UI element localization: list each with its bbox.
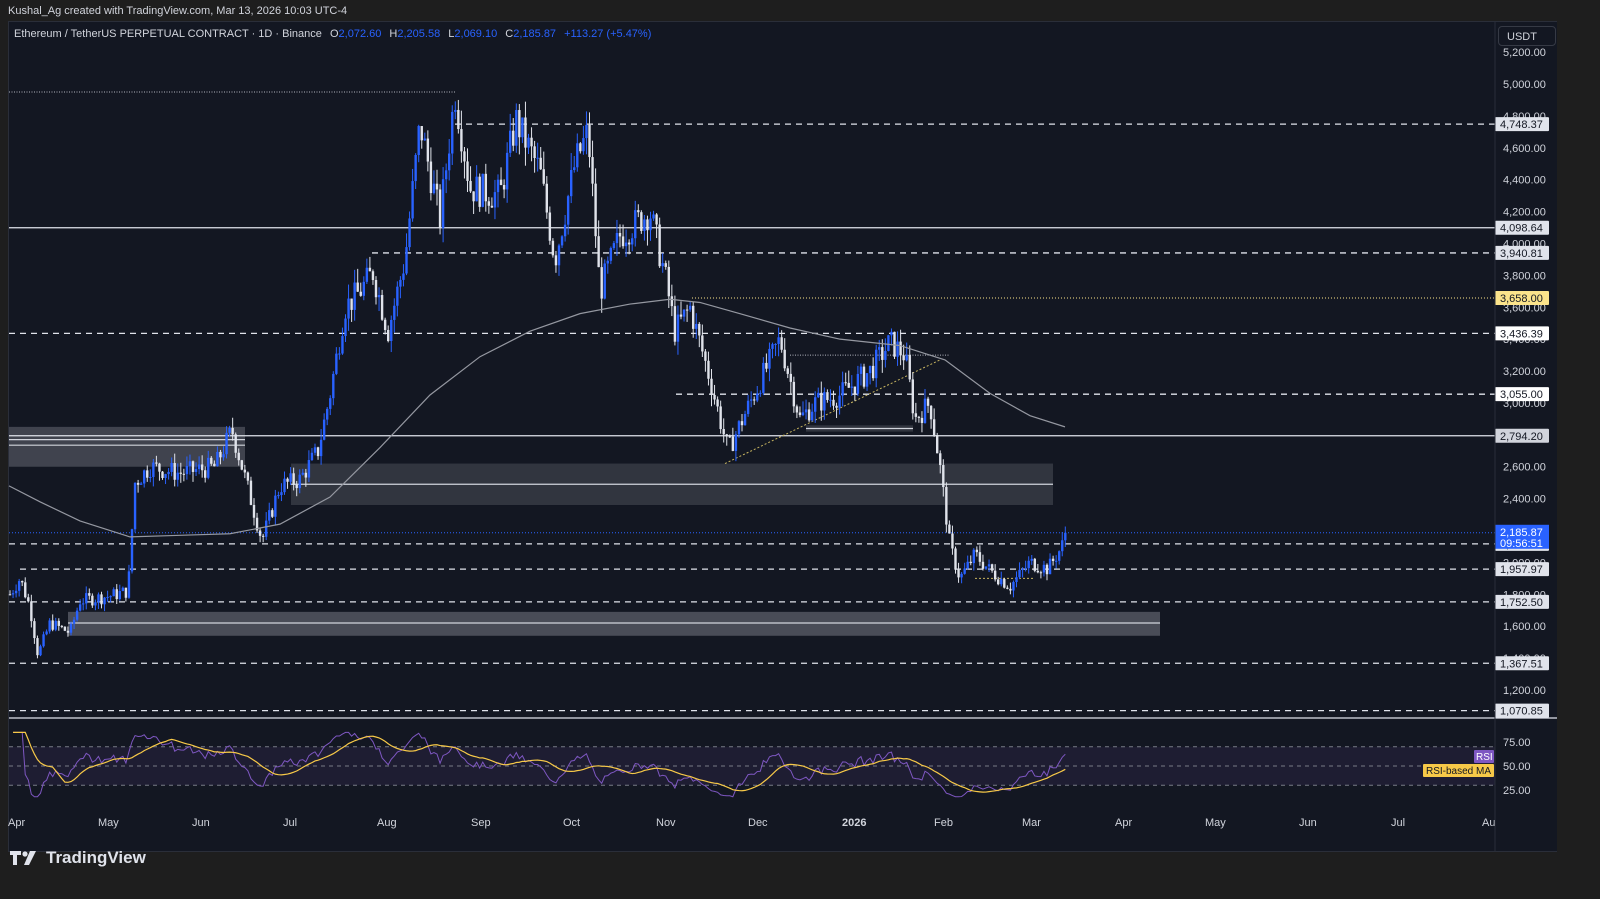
rsi-line	[13, 731, 1066, 798]
brand-name: TradingView	[46, 848, 146, 867]
svg-text:2,185.87: 2,185.87	[1500, 527, 1543, 539]
level-tag	[1495, 387, 1549, 402]
level-tag	[1495, 703, 1549, 718]
rsi-tick: 25.00	[1503, 785, 1531, 797]
moving-average-line	[8, 298, 1066, 538]
tradingview-logo-icon	[10, 851, 36, 865]
price-tick: 2,400.00	[1503, 494, 1546, 506]
svg-text:1,957.97: 1,957.97	[1500, 564, 1543, 576]
price-tick: 3,800.00	[1503, 270, 1546, 282]
price-tick: 2,600.00	[1503, 462, 1546, 474]
rsi-label	[1474, 750, 1494, 763]
close-value: 2,185.87	[513, 28, 557, 40]
rsi-tick: 50.00	[1503, 761, 1531, 773]
svg-text:3,436.39: 3,436.39	[1500, 328, 1543, 340]
svg-text:1,070.85: 1,070.85	[1500, 706, 1543, 718]
time-tick: Au	[1482, 817, 1495, 829]
symbol-title[interactable]: Ethereum / TetherUS PERPETUAL CONTRACT ·…	[14, 28, 322, 40]
price-tick: 4,600.00	[1503, 143, 1546, 155]
time-tick: Nov	[656, 817, 676, 829]
price-tick: 5,000.00	[1503, 79, 1546, 91]
time-tick: Apr	[1115, 817, 1132, 829]
currency-selector[interactable]: USDT	[1498, 26, 1556, 46]
price-tick: 4,200.00	[1503, 207, 1546, 219]
level-tag	[1495, 656, 1549, 671]
price-tick: 4,400.00	[1503, 175, 1546, 187]
bar-countdown: 09:56:51	[1500, 538, 1543, 550]
time-tick: Jul	[283, 817, 297, 829]
time-tick: Apr	[8, 817, 25, 829]
time-tick: Mar	[1022, 817, 1041, 829]
price-tick: 5,200.00	[1503, 47, 1546, 59]
level-tag	[1495, 562, 1549, 577]
low-value: 2,069.10	[454, 28, 498, 40]
level-tag	[1495, 291, 1549, 306]
rsi-ma-label	[1423, 764, 1494, 777]
level-tag	[1495, 594, 1549, 609]
time-tick: May	[1205, 817, 1226, 829]
svg-text:RSI: RSI	[1476, 752, 1493, 763]
time-tick: Feb	[934, 817, 953, 829]
level-tag	[1495, 117, 1549, 132]
price-tick: 3,600.00	[1503, 302, 1546, 314]
candles[interactable]	[8, 99, 1067, 659]
price-tick: 1,200.00	[1503, 685, 1546, 697]
price-tick: 3,200.00	[1503, 366, 1546, 378]
svg-text:RSI-based MA: RSI-based MA	[1426, 766, 1491, 777]
rsi-band	[9, 746, 1495, 786]
time-tick: May	[98, 817, 119, 829]
time-tick: Jul	[1391, 817, 1405, 829]
high-value: 2,205.58	[397, 28, 441, 40]
svg-text:4,748.37: 4,748.37	[1500, 119, 1543, 131]
time-tick: Oct	[563, 817, 580, 829]
svg-text:1,752.50: 1,752.50	[1500, 597, 1543, 609]
zone-0[interactable]	[9, 426, 245, 467]
time-tick: Jun	[192, 817, 210, 829]
chart-credit: Kushal_Ag created with TradingView.com, …	[8, 5, 348, 17]
svg-text:1,367.51: 1,367.51	[1500, 658, 1543, 670]
time-tick: Jun	[1299, 817, 1317, 829]
time-tick: Aug	[377, 817, 397, 829]
rsi-ma-line	[13, 731, 1066, 793]
level-tag	[1495, 220, 1549, 235]
level-tag	[1495, 326, 1549, 341]
level-tag	[1495, 245, 1549, 260]
svg-text:4,098.64: 4,098.64	[1500, 223, 1543, 235]
svg-text:3,940.81: 3,940.81	[1500, 248, 1543, 260]
scale-separator	[1557, 21, 1566, 852]
current-price-tag	[1495, 524, 1549, 549]
change-value: +113.27 (+5.47%)	[564, 28, 652, 40]
time-tick: Dec	[748, 817, 768, 829]
tradingview-logo: TradingView	[10, 848, 146, 868]
zone-2[interactable]	[68, 611, 1160, 636]
svg-text:3,658.00: 3,658.00	[1500, 293, 1543, 305]
symbol-legend: Ethereum / TetherUS PERPETUAL CONTRACT ·…	[14, 28, 652, 40]
rsi-tick: 75.00	[1503, 737, 1531, 749]
time-tick: Sep	[471, 817, 491, 829]
price-tick: 1,600.00	[1503, 621, 1546, 633]
time-tick: 2026	[842, 817, 866, 829]
svg-text:3,055.00: 3,055.00	[1500, 389, 1543, 401]
open-value: 2,072.60	[338, 28, 382, 40]
level-tag	[1495, 428, 1549, 443]
svg-text:2,794.20: 2,794.20	[1500, 431, 1543, 443]
